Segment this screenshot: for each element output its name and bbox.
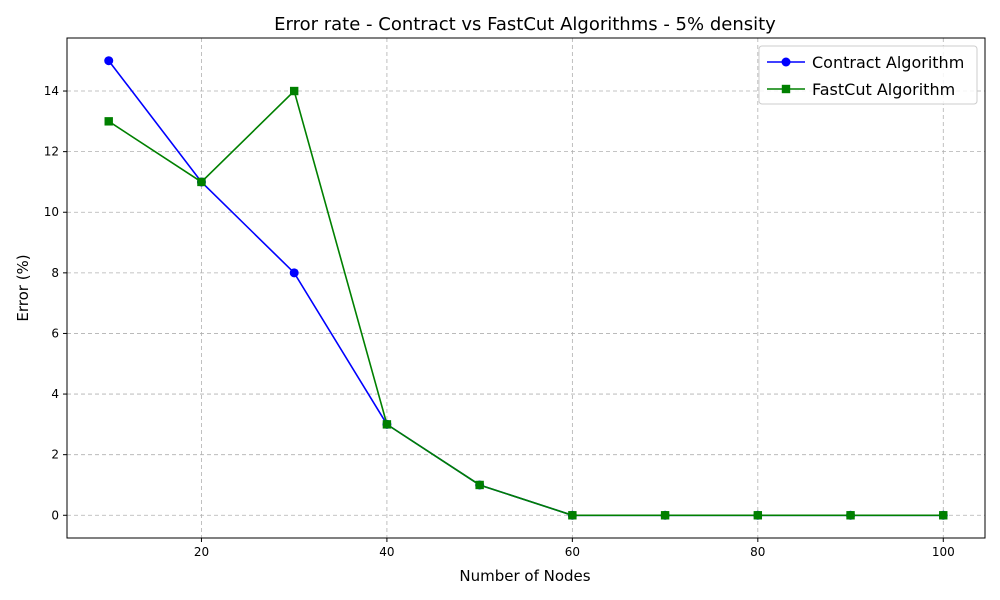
plot-frame [66, 37, 986, 539]
x-tick-label: 20 [194, 545, 209, 559]
x-axis-label: Number of Nodes [459, 567, 590, 585]
y-tick-label: 10 [44, 205, 59, 219]
y-tick-label: 8 [51, 266, 59, 280]
legend-box [758, 45, 978, 105]
y-tick-label: 0 [51, 508, 59, 522]
series-group [104, 56, 948, 520]
legend: Contract Algorithm FastCut Algorithm [758, 45, 978, 105]
grid [67, 38, 985, 538]
contract-algorithm-line [108, 60, 944, 517]
fastcut-algorithm-point [568, 511, 577, 520]
y-axis-label: Error (%) [14, 254, 32, 321]
fastcut-algorithm-point [846, 511, 855, 520]
legend-label: FastCut Algorithm [812, 80, 955, 99]
fastcut-algorithm-line [108, 89, 944, 517]
y-tick-label: 6 [51, 326, 59, 340]
legend-marker [781, 84, 791, 94]
legend-marker [781, 57, 791, 67]
y-tick-label: 2 [51, 448, 59, 462]
fastcut-algorithm-point [939, 511, 948, 520]
fastcut-algorithm-point [753, 511, 763, 520]
fastcut-algorithm-point [289, 86, 299, 96]
x-tick-label: 40 [379, 545, 394, 559]
y-tick-label: 4 [51, 387, 59, 401]
fastcut-algorithm-point [382, 420, 392, 429]
x-tick-label: 80 [750, 545, 765, 559]
contract-algorithm-point [104, 56, 114, 66]
x-tick-label: 60 [565, 545, 580, 559]
legend-label: Contract Algorithm [812, 53, 964, 72]
chart-title: Error rate - Contract vs FastCut Algorit… [274, 14, 776, 35]
fastcut-algorithm-series [104, 86, 948, 520]
fastcut-algorithm-point [197, 177, 206, 187]
fastcut-algorithm-point [660, 511, 670, 520]
y-tick-label: 14 [44, 84, 59, 98]
x-tick-label: 100 [932, 545, 955, 559]
axis-ticks: 20 40 60 80 100 0 2 4 6 8 10 12 14 [44, 84, 955, 559]
fastcut-algorithm-point [475, 480, 484, 490]
contract-algorithm-series [104, 56, 948, 520]
y-tick-label: 12 [44, 145, 59, 159]
contract-algorithm-point [289, 268, 299, 278]
fastcut-algorithm-point [104, 117, 113, 126]
